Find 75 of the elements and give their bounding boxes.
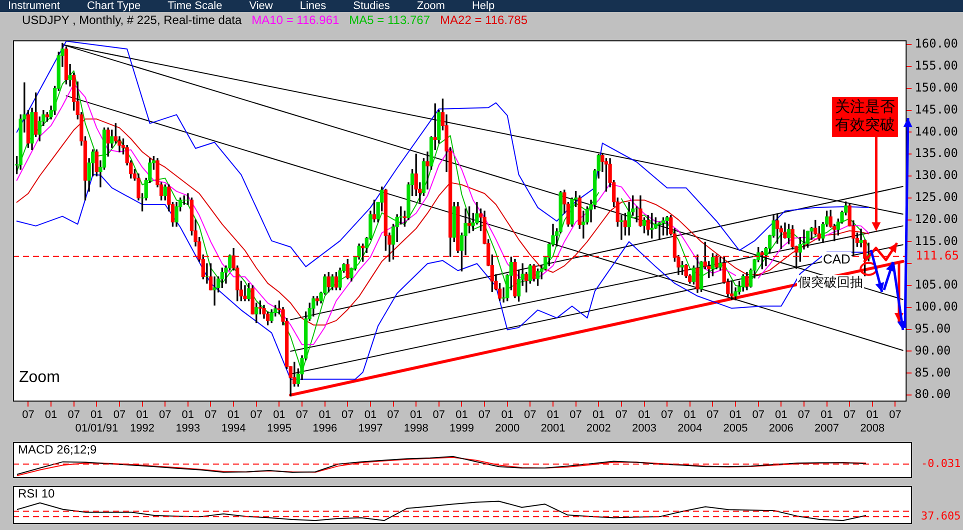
x-tick-label: 07 xyxy=(706,409,719,422)
x-tick-label: 01 1999 xyxy=(449,409,474,434)
x-tick-label: 07 xyxy=(22,409,34,422)
y-tick-label: 125.00 xyxy=(914,190,958,204)
text: Chart Type xyxy=(86,0,141,12)
text: Help xyxy=(472,0,495,12)
text: View xyxy=(249,0,273,12)
x-tick-label: 07 xyxy=(250,409,263,422)
y-tick-label: 80.00 xyxy=(914,387,951,402)
x-tick-label: 07 xyxy=(113,409,126,422)
x-tick-label: 07 xyxy=(158,409,172,422)
x-tick-label: 07 xyxy=(387,409,400,422)
y-tick-label: 155.00 xyxy=(914,58,958,73)
text: MA5 = 113.767 xyxy=(349,13,430,28)
ref-line-label: 111.65 xyxy=(916,248,960,263)
text: Instrument xyxy=(8,0,60,12)
x-tick-label: 01 2001 xyxy=(540,409,566,434)
x-tick-label: 07 xyxy=(524,409,536,422)
x-tick-label: 07 xyxy=(660,409,674,422)
text: MA10 = 116.961 xyxy=(252,13,340,28)
y-tick-label: 90.00 xyxy=(914,343,951,358)
x-tick-label: 07 xyxy=(296,409,308,422)
y-tick-label: 85.00 xyxy=(914,365,951,380)
text: Studies xyxy=(353,0,390,12)
text: -0.031 xyxy=(921,457,961,470)
y-tick-label: 100.00 xyxy=(914,300,958,314)
x-tick-label: 01 1994 xyxy=(221,409,246,434)
chart-title: USDJPY , Monthly, # 225, Real-time data xyxy=(22,13,242,28)
text: Lines xyxy=(300,0,326,12)
x-tick-label: 01 1997 xyxy=(358,409,383,434)
annotation: CAD xyxy=(823,252,850,267)
x-tick-label: 07 xyxy=(342,409,354,422)
y-tick-label: 150.00 xyxy=(914,80,958,95)
text: 37.605 xyxy=(921,510,961,523)
annotation: Zoom xyxy=(19,369,60,386)
y-tick-label: 95.00 xyxy=(914,321,951,336)
y-tick-label: 120.00 xyxy=(914,212,958,226)
x-tick-label: 01 2002 xyxy=(586,409,611,434)
y-tick-label: 160.00 xyxy=(914,36,958,51)
x-tick-label: 07 xyxy=(889,409,902,422)
x-tick-label: 01 1993 xyxy=(176,409,200,434)
annotation: 关注是否有效突破 xyxy=(835,98,895,134)
text: Zoom xyxy=(416,0,445,12)
x-tick-label: 07 xyxy=(204,409,217,422)
annotation: 假突破回抽 xyxy=(798,274,863,290)
x-tick-label: 07 xyxy=(478,409,491,422)
x-tick-label: 01 xyxy=(44,409,58,422)
x-tick-label: 07 xyxy=(68,409,80,422)
x-tick-label: 01 1996 xyxy=(312,409,338,434)
x-tick-label: 01 2006 xyxy=(768,409,794,434)
y-tick-label: 140.00 xyxy=(914,124,958,138)
text: Time Scale xyxy=(168,0,222,12)
y-tick-label: 130.00 xyxy=(914,168,958,182)
x-tick-label: 01 1998 xyxy=(404,409,428,434)
x-tick-label: 07 xyxy=(432,409,446,422)
x-tick-label: 01 2007 xyxy=(814,409,840,434)
chart-title: RSI 10 xyxy=(18,486,56,500)
y-tick-label: 135.00 xyxy=(914,146,958,160)
x-tick-label: 01 1995 xyxy=(266,409,292,434)
x-tick-label: 07 xyxy=(570,409,582,422)
x-tick-label: 01 2008 xyxy=(860,409,885,434)
chart-title: MACD 26;12;9 xyxy=(18,442,98,456)
x-tick-label: 01 2004 xyxy=(678,409,702,434)
y-tick-label: 105.00 xyxy=(914,278,958,292)
x-tick-label: 07 xyxy=(615,409,628,422)
y-tick-label: 115.00 xyxy=(914,234,958,248)
y-tick-label: 145.00 xyxy=(914,102,958,116)
x-tick-label: 07 xyxy=(843,409,856,422)
x-tick-label: 07 xyxy=(798,409,810,422)
x-tick-label: 01 2003 xyxy=(632,409,657,434)
x-tick-label: 01 1992 xyxy=(130,409,155,434)
x-tick-label: 07 xyxy=(752,409,764,422)
text: MA22 = 116.785 xyxy=(440,13,528,28)
x-tick-label: 01 2005 xyxy=(723,409,748,434)
x-tick-label: 01 2000 xyxy=(495,409,520,434)
